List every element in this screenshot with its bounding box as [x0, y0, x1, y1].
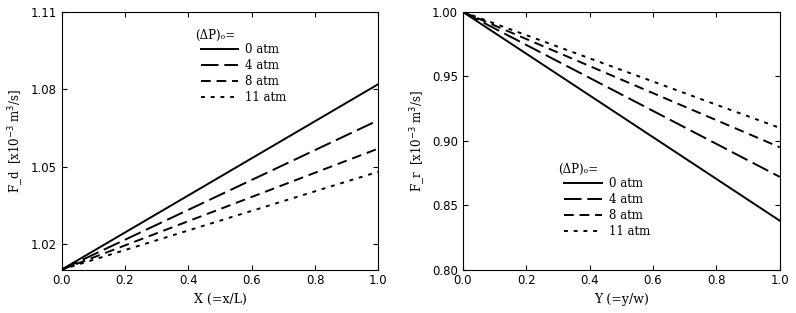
- Text: (ΔP)ₒ=: (ΔP)ₒ=: [195, 28, 235, 42]
- Legend: 0 atm, 4 atm, 8 atm, 11 atm: 0 atm, 4 atm, 8 atm, 11 atm: [201, 43, 287, 104]
- X-axis label: Y (=y/w): Y (=y/w): [594, 293, 649, 306]
- Y-axis label: F_r  [x10$^{-3}$ m$^3$/s]: F_r [x10$^{-3}$ m$^3$/s]: [408, 90, 428, 192]
- Y-axis label: F_d  [x10$^{-3}$ m$^3$/s]: F_d [x10$^{-3}$ m$^3$/s]: [7, 89, 26, 193]
- X-axis label: X (=x/L): X (=x/L): [193, 293, 247, 306]
- Legend: 0 atm, 4 atm, 8 atm, 11 atm: 0 atm, 4 atm, 8 atm, 11 atm: [564, 177, 650, 238]
- Text: (ΔP)ₒ=: (ΔP)ₒ=: [558, 162, 598, 176]
